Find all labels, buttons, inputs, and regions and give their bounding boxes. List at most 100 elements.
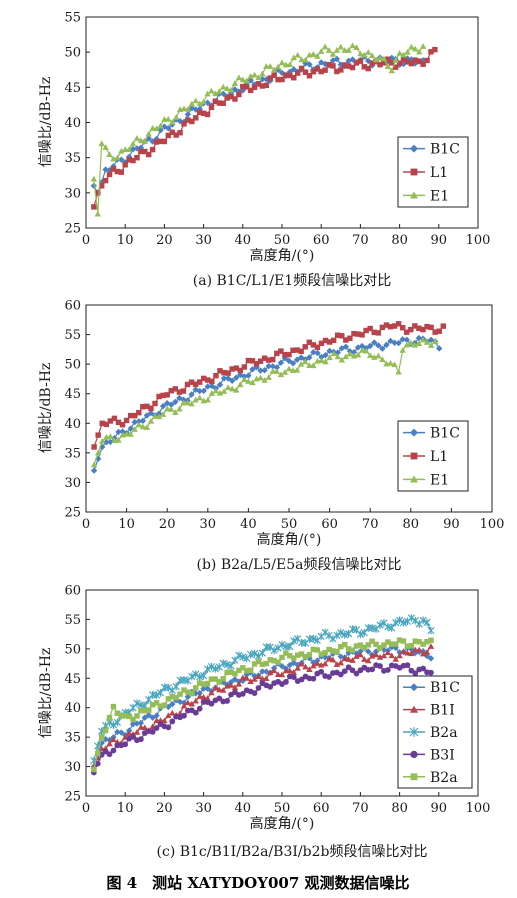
data-point (381, 60, 387, 66)
data-point (399, 618, 408, 627)
data-point (212, 98, 219, 104)
x-tick-label: 80 (403, 517, 420, 532)
y-tick-label: 45 (64, 81, 81, 96)
data-point (249, 379, 256, 386)
data-point (314, 349, 321, 357)
data-point (139, 417, 147, 425)
x-tick-label: 100 (480, 517, 505, 532)
data-point (306, 339, 313, 346)
data-point (159, 411, 167, 417)
data-point (338, 67, 344, 73)
data-point (244, 84, 250, 90)
data-point (326, 674, 332, 680)
data-point (247, 667, 254, 674)
data-point (204, 685, 211, 692)
data-point (223, 85, 231, 92)
data-point (200, 681, 207, 687)
x-tick-label: 70 (352, 233, 369, 248)
data-point (211, 664, 219, 673)
data-point (251, 672, 258, 680)
data-point (91, 204, 97, 210)
series-l1 (91, 46, 438, 210)
x-tick-label: 10 (117, 233, 134, 248)
data-point (95, 432, 101, 438)
data-point (133, 135, 141, 141)
data-point (359, 332, 365, 338)
data-point (129, 720, 137, 728)
data-point (399, 324, 406, 331)
data-point (95, 190, 101, 196)
data-point (216, 679, 222, 685)
data-point (192, 670, 200, 678)
data-point (404, 649, 411, 656)
data-point (118, 169, 124, 175)
panel-caption: (c) B1c/B1I/B2a/B3I/b2b频段信噪比对比 (157, 844, 428, 860)
data-point (233, 365, 239, 371)
data-point (376, 54, 384, 61)
y-tick-label: 50 (64, 358, 81, 373)
data-point (181, 712, 187, 719)
data-point (216, 88, 223, 95)
data-point (231, 676, 239, 683)
data-point (143, 424, 151, 430)
data-point (400, 638, 407, 644)
data-point (127, 430, 134, 437)
data-point (155, 413, 163, 420)
data-point (326, 354, 333, 361)
data-point (235, 651, 243, 660)
data-point (138, 707, 144, 714)
data-point (278, 59, 286, 66)
data-point (106, 166, 113, 174)
data-point (290, 669, 297, 675)
data-point (391, 339, 398, 346)
data-point (385, 639, 391, 645)
data-point (379, 345, 386, 352)
legend: B1C L1 E1 (397, 136, 469, 208)
data-point (157, 122, 164, 129)
data-point (209, 378, 215, 385)
data-point (310, 51, 317, 57)
legend-item: E1 (403, 472, 449, 488)
data-point (245, 357, 252, 364)
legend: B1C B1I B2a B3I B2a (397, 675, 473, 789)
data-point (310, 342, 317, 348)
data-point (169, 129, 175, 135)
data-point (232, 96, 238, 102)
data-point (290, 347, 296, 354)
data-point (365, 657, 372, 664)
data-point (298, 676, 305, 683)
data-point (235, 680, 243, 687)
data-point (377, 663, 383, 669)
data-point (424, 57, 430, 64)
data-point (208, 382, 216, 390)
data-point (184, 381, 191, 388)
data-point (253, 361, 260, 367)
data-point (172, 386, 179, 392)
data-point (204, 695, 211, 701)
data-point (251, 84, 258, 91)
data-point (367, 352, 374, 359)
data-point (309, 634, 317, 643)
data-point (371, 329, 377, 336)
data-point (271, 657, 277, 664)
data-point (147, 417, 155, 424)
data-point (224, 698, 230, 704)
data-point (373, 641, 379, 648)
data-point (134, 713, 140, 719)
x-tick-label: 20 (159, 517, 176, 532)
legend-label: L1 (430, 165, 448, 181)
data-point (169, 700, 176, 708)
data-point (367, 342, 374, 350)
data-point (99, 420, 105, 427)
data-point (127, 425, 134, 432)
data-point (141, 138, 148, 144)
data-point (419, 43, 427, 49)
data-point (351, 330, 357, 337)
data-point (337, 43, 344, 50)
data-point (196, 109, 203, 116)
data-point (176, 389, 183, 395)
data-point (329, 656, 337, 663)
x-tick-label: 90 (443, 517, 460, 532)
data-point (156, 689, 165, 697)
data-point (410, 750, 418, 759)
